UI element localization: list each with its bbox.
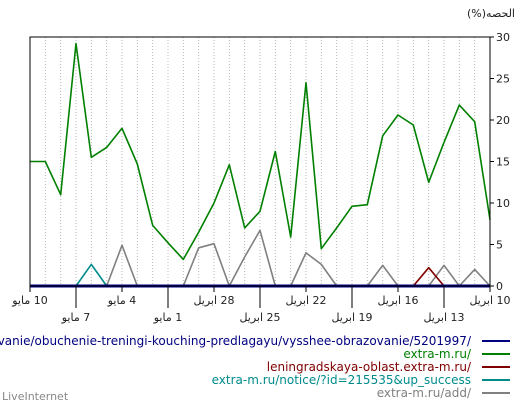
legend-label: extra-m.ru/ — [403, 347, 472, 361]
x-tick-label: 10 مايو — [11, 294, 47, 307]
y-tick-label: 30 — [496, 31, 510, 44]
x-tick-label: 22 ابريل — [285, 294, 326, 307]
y-tick-label: 15 — [496, 156, 510, 169]
footer-brand: LiveInternet — [2, 390, 69, 403]
y-tick-label: 25 — [496, 73, 510, 86]
legend-label: extra-m.ru/add/ — [377, 386, 472, 400]
y-tick-label: 20 — [496, 114, 510, 127]
x-tick-label: 16 ابريل — [377, 294, 418, 307]
x-axis: 10 مايو 4 مايو 28 ابريل 22 ابريل 16 ابريل 10 … — [11, 286, 511, 324]
legend-label: ovanie/obuchenie-treningi-kouching-predl… — [0, 334, 472, 348]
x-tick-label: 4 مايو — [107, 294, 136, 307]
y-axis-label: (%)الحصه — [467, 7, 515, 20]
legend-label: leningradskaya-oblast.extra-m.ru/ — [267, 360, 472, 374]
x-tick-label: 19 ابريل — [331, 311, 372, 324]
y-tick-label: 5 — [496, 239, 503, 252]
x-tick-label: 13 ابريل — [423, 311, 464, 324]
legend: ovanie/obuchenie-treningi-kouching-predl… — [0, 334, 510, 400]
y-tick-label: 10 — [496, 197, 510, 210]
x-tick-label: 25 ابريل — [239, 311, 280, 324]
x-tick-label: 28 ابريل — [193, 294, 234, 307]
x-tick-label: 10 ابريل — [469, 294, 510, 307]
y-tick-label: 0 — [496, 280, 503, 293]
legend-label: extra-m.ru/notice/?id=215535&up_success — [212, 373, 471, 387]
x-tick-label: 1 مايو — [153, 311, 182, 324]
series-line-1 — [30, 42, 491, 261]
x-tick-label: 7 مايو — [61, 311, 90, 324]
y-axis: 0 5 10 15 20 25 30 — [490, 31, 510, 293]
